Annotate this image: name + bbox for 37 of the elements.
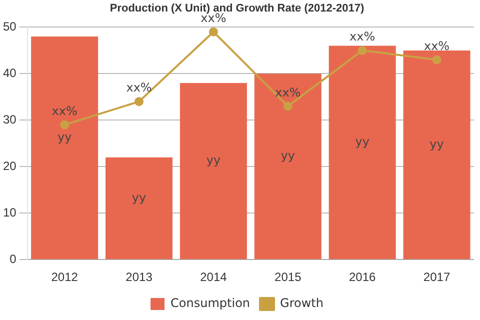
- bar: [180, 82, 247, 260]
- data-label: yy: [132, 190, 146, 204]
- point: [208, 27, 218, 36]
- data-label: xx%: [52, 104, 78, 118]
- y-tick-label: 50: [2, 20, 17, 34]
- data-label: yy: [355, 134, 370, 149]
- x-tick-label: 2012: [51, 270, 78, 284]
- bar: [328, 46, 396, 260]
- point: [358, 46, 367, 55]
- x-tick-label: 2016: [348, 270, 376, 284]
- data-label: xx%: [126, 80, 152, 95]
- bar: [254, 74, 322, 260]
- y-tick-label: 10: [2, 205, 17, 220]
- bar: [403, 50, 470, 260]
- point: [60, 120, 70, 130]
- data-label: xx%: [275, 85, 301, 100]
- x-tick-label: 2015: [274, 270, 302, 284]
- point: [283, 102, 292, 111]
- x-tick-label: 2014: [200, 270, 228, 284]
- point: [432, 55, 442, 64]
- bar: [31, 36, 98, 260]
- y-tick-label: 20: [2, 158, 17, 173]
- data-label: xx%: [350, 30, 376, 44]
- data-label: xx%: [424, 38, 450, 53]
- x-tick-label: 2017: [423, 270, 450, 284]
- point: [134, 97, 144, 106]
- y-tick-label: 0: [10, 252, 17, 266]
- y-tick-label: 40: [2, 66, 17, 80]
- data-label: yy: [57, 130, 72, 144]
- data-label: yy: [280, 148, 295, 163]
- x-tick-label: 2013: [126, 270, 153, 284]
- y-tick-label: 30: [2, 112, 17, 126]
- legend-label: Consumption: [170, 296, 250, 310]
- data-label: yy: [430, 136, 444, 151]
- bar: [106, 157, 173, 260]
- legend-label: Growth: [280, 296, 324, 310]
- data-label: yy: [206, 153, 221, 168]
